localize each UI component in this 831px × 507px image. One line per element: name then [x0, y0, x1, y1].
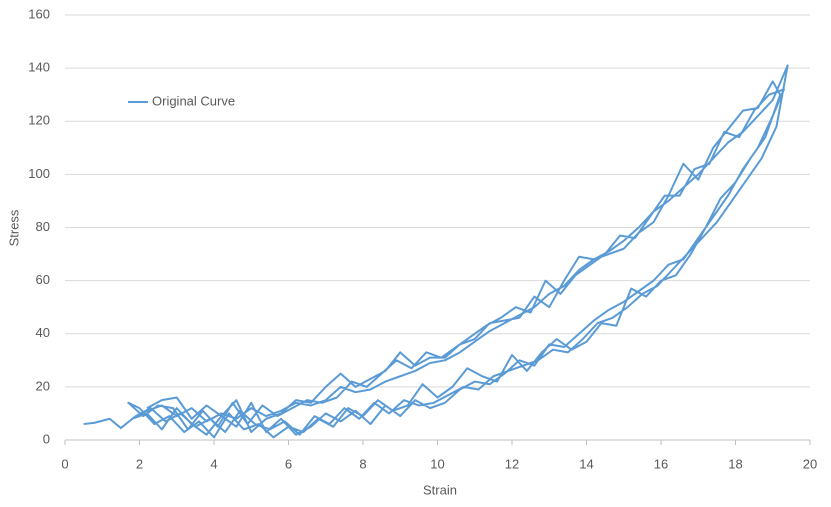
x-axis-title: Strain [423, 482, 457, 497]
x-tick-label: 14 [579, 456, 593, 471]
y-tick-label: 60 [36, 272, 50, 287]
x-tick-label: 6 [285, 456, 292, 471]
legend-label: Original Curve [152, 93, 235, 108]
y-tick-label: 20 [36, 378, 50, 393]
x-tick-label: 4 [210, 456, 217, 471]
x-tick-label: 2 [136, 456, 143, 471]
x-tick-label: 18 [728, 456, 742, 471]
x-tick-label: 16 [654, 456, 668, 471]
y-tick-label: 160 [28, 6, 50, 21]
y-tick-label: 140 [28, 60, 50, 75]
y-tick-label: 100 [28, 166, 50, 181]
data-line [83, 64, 789, 439]
x-tick-label: 8 [359, 456, 366, 471]
y-tick-label: 120 [28, 113, 50, 128]
y-axis-title: Stress [6, 209, 21, 246]
y-tick-label: 40 [36, 325, 50, 340]
x-tick-label: 12 [505, 456, 519, 471]
x-tick-label: 20 [803, 456, 817, 471]
x-tick-label: 0 [61, 456, 68, 471]
y-tick-label: 0 [43, 431, 50, 446]
y-tick-label: 80 [36, 219, 50, 234]
x-tick-label: 10 [430, 456, 444, 471]
